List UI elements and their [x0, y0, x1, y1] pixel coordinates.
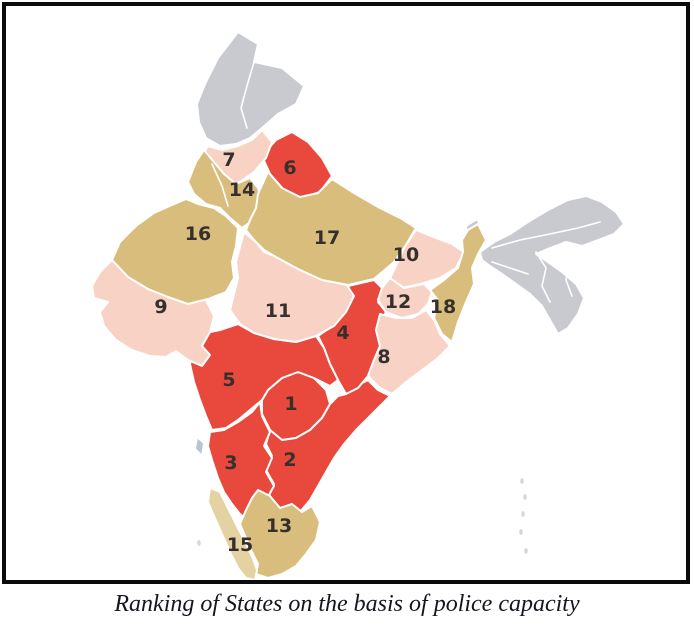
state-label-3: 3 — [224, 452, 237, 474]
state-label-6: 6 — [283, 157, 296, 179]
state-label-12: 12 — [385, 291, 411, 313]
state-region-16 — [111, 198, 239, 305]
state-label-16: 16 — [185, 223, 211, 245]
state-label-13: 13 — [266, 515, 292, 537]
state-label-9: 9 — [154, 296, 167, 318]
internal-border-line — [535, 251, 551, 303]
state-region-8 — [367, 309, 451, 395]
state-label-8: 8 — [377, 346, 390, 368]
island-dot — [523, 494, 527, 500]
state-label-7: 7 — [222, 149, 235, 171]
island-dot — [197, 540, 201, 546]
state-region-13 — [239, 489, 321, 579]
internal-border-line — [491, 261, 529, 275]
state-label-17: 17 — [314, 227, 340, 249]
state-label-11: 11 — [265, 300, 291, 322]
state-label-15: 15 — [227, 534, 253, 556]
figure-frame: 1 2 3 4 5 6 7 8 9 10 11 12 13 14 15 16 17 18 — [2, 2, 690, 584]
state-label-5: 5 — [222, 369, 235, 391]
internal-border-line — [563, 241, 573, 297]
gray-region-north — [196, 31, 305, 147]
island-dot — [521, 511, 525, 517]
state-label-14: 14 — [229, 179, 255, 201]
internal-border-line — [211, 163, 229, 207]
state-region-15 — [207, 487, 258, 580]
state-label-10: 10 — [393, 244, 419, 266]
state-region-18 — [429, 223, 487, 343]
internal-border-line — [240, 61, 255, 129]
gray-region-northeast — [479, 195, 625, 335]
state-label-18: 18 — [430, 296, 456, 318]
state-region-17 — [245, 171, 417, 286]
internal-border-line — [491, 221, 601, 249]
state-region-10 — [389, 229, 465, 289]
island-dot — [519, 529, 523, 535]
island-dot — [524, 548, 528, 554]
state-label-4: 4 — [336, 322, 349, 344]
state-label-2: 2 — [283, 449, 296, 471]
figure-caption: Ranking of States on the basis of police… — [114, 591, 580, 617]
island-dot — [520, 478, 524, 484]
state-label-1: 1 — [284, 393, 297, 415]
state-region-12 — [377, 277, 433, 319]
gray-region-small-3 — [194, 436, 205, 457]
